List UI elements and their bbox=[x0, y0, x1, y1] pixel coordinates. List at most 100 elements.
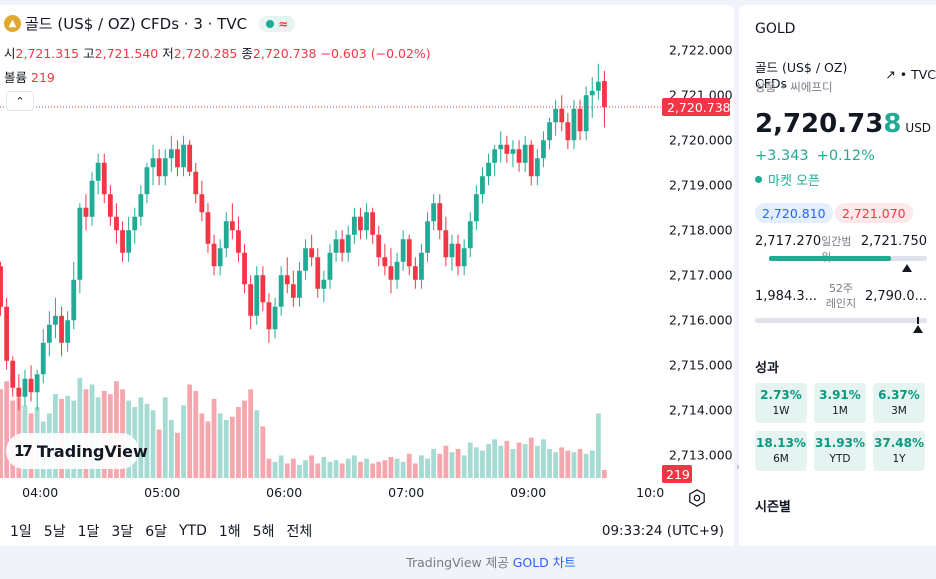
candle-body bbox=[272, 306, 278, 330]
volume-bar bbox=[431, 448, 437, 478]
side-symbol-name[interactable]: 골드 (US$ / OZ) CFDs ↗ • TVC bbox=[755, 57, 936, 91]
candle bbox=[205, 203, 211, 253]
candle bbox=[290, 270, 296, 307]
candle bbox=[22, 369, 28, 406]
tradingview-logo[interactable]: 17 TradingView bbox=[6, 433, 148, 469]
candle-body bbox=[187, 144, 193, 172]
volume-bar bbox=[345, 458, 351, 478]
candle-body bbox=[77, 207, 83, 280]
performance-cell-6m[interactable]: 18.13% 6M bbox=[755, 431, 807, 471]
candle bbox=[443, 216, 449, 267]
range-button-5y[interactable]: 5해 bbox=[252, 524, 275, 540]
volume-bar bbox=[589, 450, 595, 478]
last-price-tag: 2,720.738 bbox=[662, 98, 731, 117]
candle-body bbox=[297, 270, 302, 298]
candle-body bbox=[382, 257, 388, 267]
volume-bar bbox=[321, 457, 327, 478]
candle bbox=[577, 99, 583, 141]
candle-body bbox=[223, 221, 229, 249]
candle-body bbox=[583, 95, 589, 132]
range-button-ytd[interactable]: YTD bbox=[178, 523, 207, 539]
range-button-1y[interactable]: 1해 bbox=[218, 524, 241, 540]
candle bbox=[400, 230, 406, 271]
price-axis-tick: 2,719.000 bbox=[669, 177, 733, 192]
chart-panel[interactable]: 2,722.000 2,721.000 2,720.000 2,719.000 2,71… bbox=[0, 5, 734, 546]
performance-value: 2.73% bbox=[760, 388, 802, 402]
candle bbox=[303, 239, 308, 280]
candle-body bbox=[553, 108, 559, 123]
price-axis-tick: 2,714.000 bbox=[669, 402, 733, 417]
performance-title: 성과 bbox=[755, 361, 779, 376]
volume-bar bbox=[150, 410, 156, 478]
footer-chart-link[interactable]: GOLD 차트 bbox=[512, 555, 576, 570]
market-status-pill[interactable]: ≈ bbox=[259, 15, 296, 32]
volume-bar bbox=[351, 455, 357, 478]
candle bbox=[193, 162, 199, 204]
candle-layer bbox=[0, 63, 607, 411]
performance-cell-3m[interactable]: 6.37% 3M bbox=[873, 383, 925, 423]
candlestick-chart[interactable]: 2,722.0002,721.0002,720.0002,719.0002,71… bbox=[0, 5, 734, 546]
range-button-5d[interactable]: 5날 bbox=[43, 524, 66, 540]
volume-bar bbox=[412, 463, 418, 478]
performance-value: 3.91% bbox=[819, 388, 861, 402]
panel-resize-handle[interactable]: › bbox=[736, 462, 740, 473]
performance-cell-1w[interactable]: 2.73% 1W bbox=[755, 383, 807, 423]
range-button-all[interactable]: 전체 bbox=[286, 524, 313, 540]
candle-body bbox=[28, 378, 34, 393]
volume-bar bbox=[297, 465, 302, 478]
candle-body bbox=[138, 194, 144, 217]
range-button-1d[interactable]: 1일 bbox=[10, 524, 32, 540]
volume-bar bbox=[333, 460, 339, 478]
candle-body bbox=[22, 378, 28, 397]
performance-cell-1y[interactable]: 37.48% 1Y bbox=[873, 431, 925, 471]
side-price-last-digit: 8 bbox=[883, 109, 902, 139]
volume-bar bbox=[522, 444, 528, 478]
candle bbox=[345, 225, 351, 262]
external-link-icon[interactable]: ↗ bbox=[885, 66, 896, 82]
candle-body bbox=[449, 243, 455, 258]
candle-body bbox=[480, 176, 485, 195]
candle bbox=[522, 135, 528, 172]
tradingview-brand-text: TradingView bbox=[36, 441, 148, 461]
price-axis: 2,722.0002,721.0002,720.0002,719.0002,71… bbox=[669, 42, 733, 462]
candle-body bbox=[260, 275, 266, 303]
volume-bar bbox=[303, 460, 308, 478]
candle-body bbox=[89, 180, 95, 217]
candle bbox=[297, 261, 302, 307]
candle-body bbox=[547, 122, 552, 141]
performance-cell-1m[interactable]: 3.91% 1M bbox=[814, 383, 866, 423]
footer-prefix: TradingView 제공 bbox=[406, 555, 513, 570]
range-button-3m[interactable]: 3달 bbox=[111, 524, 134, 540]
volume-bar bbox=[193, 390, 199, 478]
timezone-clock[interactable]: 09:33:24 (UTC+9) bbox=[601, 523, 724, 539]
volume-bar bbox=[205, 421, 211, 478]
candle bbox=[132, 207, 138, 244]
candle-body bbox=[211, 243, 217, 267]
candle-body bbox=[199, 194, 205, 213]
volume-bar bbox=[541, 439, 546, 478]
candle-body bbox=[4, 306, 10, 361]
volume-bar bbox=[211, 398, 217, 478]
range-button-1m[interactable]: 1달 bbox=[77, 524, 100, 540]
gear-icon[interactable] bbox=[688, 489, 706, 507]
candle bbox=[498, 131, 504, 163]
performance-label: 1Y bbox=[892, 453, 906, 465]
candle-body bbox=[516, 149, 522, 163]
volume-bar bbox=[480, 450, 485, 478]
candle-body bbox=[34, 374, 40, 393]
day-range-bar bbox=[769, 256, 927, 261]
candle bbox=[266, 293, 272, 343]
candle-body bbox=[510, 149, 516, 154]
performance-cell-ytd[interactable]: 31.93% YTD bbox=[814, 431, 866, 471]
range-button-6m[interactable]: 6달 bbox=[145, 524, 167, 540]
collapse-legend-button[interactable]: ⌃ bbox=[6, 91, 34, 111]
candle bbox=[583, 86, 589, 141]
volume-bar bbox=[358, 461, 363, 478]
candle-body bbox=[486, 162, 491, 177]
volume-bar bbox=[327, 461, 333, 478]
candle bbox=[211, 234, 217, 276]
open-label: 시 bbox=[4, 46, 16, 61]
candle-body bbox=[473, 194, 479, 222]
candle bbox=[571, 99, 577, 150]
